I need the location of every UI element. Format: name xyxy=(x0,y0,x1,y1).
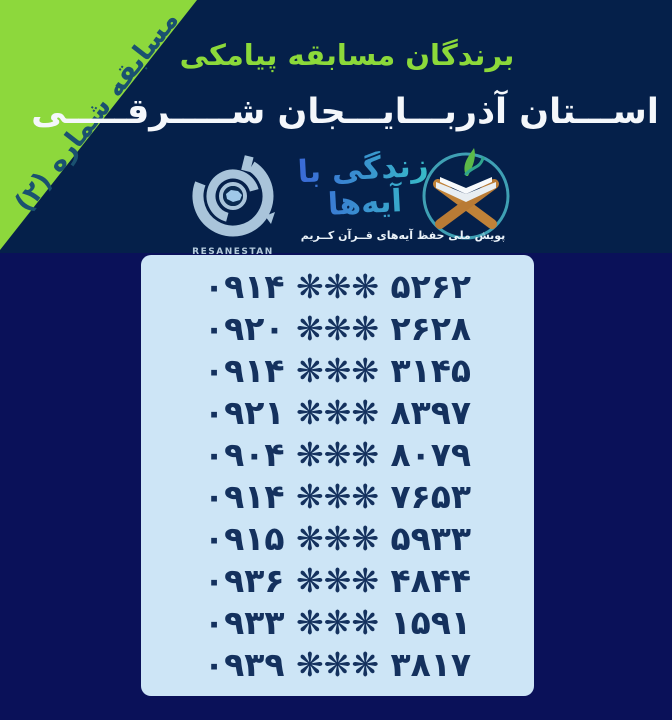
winner-number-row: ۰۹۲۱ ❋❋❋ ۸۳۹۷ xyxy=(203,393,472,432)
province-title: اســـتان آذربـــایـــجان شـــــرقـــــی xyxy=(31,92,659,132)
winner-number-row: ۰۹۱۴ ❋❋❋ ۵۲۶۲ xyxy=(203,267,472,306)
winners-panel: ۰۹۱۴ ❋❋❋ ۵۲۶۲ ۰۹۲۰ ❋❋❋ ۲۶۲۸ ۰۹۱۴ ❋❋❋ ۳۱۴… xyxy=(141,255,534,696)
winner-number-row: ۰۹۰۴ ❋❋❋ ۸۰۷۹ xyxy=(203,435,472,474)
winner-number-row: ۰۹۱۵ ❋❋❋ ۵۹۳۳ xyxy=(203,519,472,558)
resanestan-wordmark: RESANESTAN xyxy=(192,247,274,257)
winner-number-row: ۰۹۱۴ ❋❋❋ ۷۶۵۳ xyxy=(203,477,472,516)
resanestan-aperture-icon xyxy=(181,155,285,246)
poster-title: برندگان مسابقه پیامکی xyxy=(179,38,515,72)
winner-number-row: ۰۹۱۴ ❋❋❋ ۳۱۴۵ xyxy=(203,351,472,390)
winner-number-row: ۰۹۲۰ ❋❋❋ ۲۶۲۸ xyxy=(203,309,472,348)
winner-number-row: ۰۹۳۳ ❋❋❋ ۱۵۹۱ xyxy=(203,603,472,642)
quran-book-emblem-icon xyxy=(416,144,516,248)
winner-number-row: ۰۹۳۹ ❋❋❋ ۳۸۱۷ xyxy=(203,645,472,684)
winner-number-row: ۰۹۳۶ ❋❋❋ ۴۸۴۴ xyxy=(203,561,472,600)
resanestan-logo: RESANESTAN xyxy=(178,154,288,257)
campaign-tagline: پویش ملی حفظ آیه‌های قــرآن کــریم xyxy=(300,229,506,242)
